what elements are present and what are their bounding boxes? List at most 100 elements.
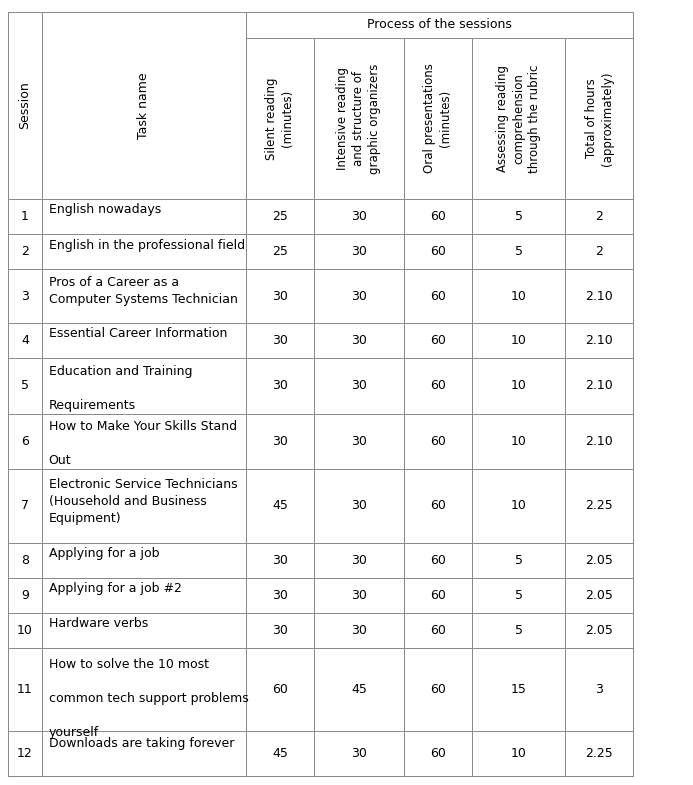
Text: 30: 30: [351, 379, 367, 392]
Text: Session: Session: [19, 82, 31, 130]
Text: 30: 30: [272, 624, 288, 637]
Text: 2.25: 2.25: [586, 499, 613, 513]
Bar: [404, 358, 472, 414]
Text: Downloads are taking forever: Downloads are taking forever: [49, 736, 234, 750]
Bar: [404, 578, 472, 613]
Text: Total of hours
(approximately): Total of hours (approximately): [585, 71, 614, 166]
Text: 5: 5: [515, 624, 523, 637]
Bar: [246, 469, 314, 543]
Text: How to Make Your Skills Stand

Out: How to Make Your Skills Stand Out: [49, 420, 236, 467]
Bar: [565, 269, 633, 323]
Text: 3: 3: [21, 290, 29, 303]
Text: 5: 5: [515, 246, 523, 258]
Bar: [565, 613, 633, 648]
Text: Assessing reading
comprehension
through the rubric: Assessing reading comprehension through …: [496, 64, 541, 173]
Text: 10: 10: [511, 435, 527, 447]
Bar: [8, 323, 42, 358]
Text: Pros of a Career as a
Computer Systems Technician: Pros of a Career as a Computer Systems T…: [49, 276, 238, 306]
Bar: [404, 323, 472, 358]
Text: Electronic Service Technicians
(Household and Business
Equipment): Electronic Service Technicians (Househol…: [49, 478, 237, 525]
Text: How to solve the 10 most

common tech support problems

yourself: How to solve the 10 most common tech sup…: [49, 658, 248, 739]
Text: 25: 25: [272, 246, 288, 258]
Text: 45: 45: [272, 499, 288, 513]
Bar: [472, 38, 565, 199]
Text: Education and Training

Requirements: Education and Training Requirements: [49, 365, 192, 412]
Text: 5: 5: [21, 379, 29, 392]
Bar: [8, 732, 42, 776]
Text: 6: 6: [21, 435, 29, 447]
Bar: [404, 269, 472, 323]
Text: Essential Career Information: Essential Career Information: [49, 327, 227, 340]
Text: Applying for a job: Applying for a job: [49, 547, 159, 560]
Bar: [472, 613, 565, 648]
Text: 30: 30: [351, 246, 367, 258]
Bar: [565, 38, 633, 199]
Bar: [8, 235, 42, 269]
Bar: [246, 235, 314, 269]
Bar: [314, 235, 404, 269]
Text: 10: 10: [511, 379, 527, 392]
Text: 1: 1: [21, 210, 29, 223]
Text: 2.25: 2.25: [586, 747, 613, 760]
Bar: [246, 269, 314, 323]
Text: 45: 45: [272, 747, 288, 760]
Text: 2.10: 2.10: [586, 435, 613, 447]
Bar: [42, 578, 246, 613]
Bar: [314, 578, 404, 613]
Text: 2.10: 2.10: [586, 290, 613, 303]
Bar: [246, 414, 314, 469]
Text: 9: 9: [21, 589, 29, 602]
Text: 2: 2: [595, 246, 604, 258]
Bar: [472, 543, 565, 578]
Bar: [8, 358, 42, 414]
Text: 2.05: 2.05: [586, 589, 613, 602]
Bar: [42, 543, 246, 578]
Text: 60: 60: [430, 379, 446, 392]
Bar: [404, 543, 472, 578]
Bar: [314, 469, 404, 543]
Text: 2.10: 2.10: [586, 334, 613, 347]
Bar: [314, 543, 404, 578]
Bar: [565, 543, 633, 578]
Bar: [565, 358, 633, 414]
Text: 60: 60: [430, 624, 446, 637]
Bar: [314, 613, 404, 648]
Bar: [565, 199, 633, 235]
Text: 30: 30: [272, 554, 288, 567]
Bar: [314, 38, 404, 199]
Bar: [404, 648, 472, 732]
Bar: [246, 648, 314, 732]
Text: 8: 8: [21, 554, 29, 567]
Bar: [246, 358, 314, 414]
Text: 30: 30: [351, 747, 367, 760]
Bar: [246, 199, 314, 235]
Bar: [472, 469, 565, 543]
Bar: [246, 543, 314, 578]
Text: 30: 30: [272, 290, 288, 303]
Bar: [565, 578, 633, 613]
Text: 5: 5: [515, 554, 523, 567]
Bar: [472, 358, 565, 414]
Text: 30: 30: [351, 290, 367, 303]
Text: 2.05: 2.05: [586, 554, 613, 567]
Text: 60: 60: [430, 747, 446, 760]
Text: 15: 15: [511, 683, 527, 696]
Text: Hardware verbs: Hardware verbs: [49, 617, 148, 630]
Text: Process of the sessions: Process of the sessions: [367, 18, 512, 31]
Text: 60: 60: [430, 683, 446, 696]
Text: 30: 30: [272, 435, 288, 447]
Text: Task name: Task name: [137, 72, 150, 139]
Text: 30: 30: [351, 554, 367, 567]
Bar: [404, 414, 472, 469]
Bar: [314, 199, 404, 235]
Text: Oral presentations
(minutes): Oral presentations (minutes): [423, 64, 453, 173]
Text: Intensive reading
and structure of
graphic organizers: Intensive reading and structure of graph…: [337, 64, 381, 173]
Bar: [8, 199, 42, 235]
Bar: [246, 323, 314, 358]
Text: 2: 2: [21, 246, 29, 258]
Text: 2.10: 2.10: [586, 379, 613, 392]
Bar: [565, 323, 633, 358]
Bar: [42, 199, 246, 235]
Bar: [42, 12, 246, 199]
Bar: [565, 414, 633, 469]
